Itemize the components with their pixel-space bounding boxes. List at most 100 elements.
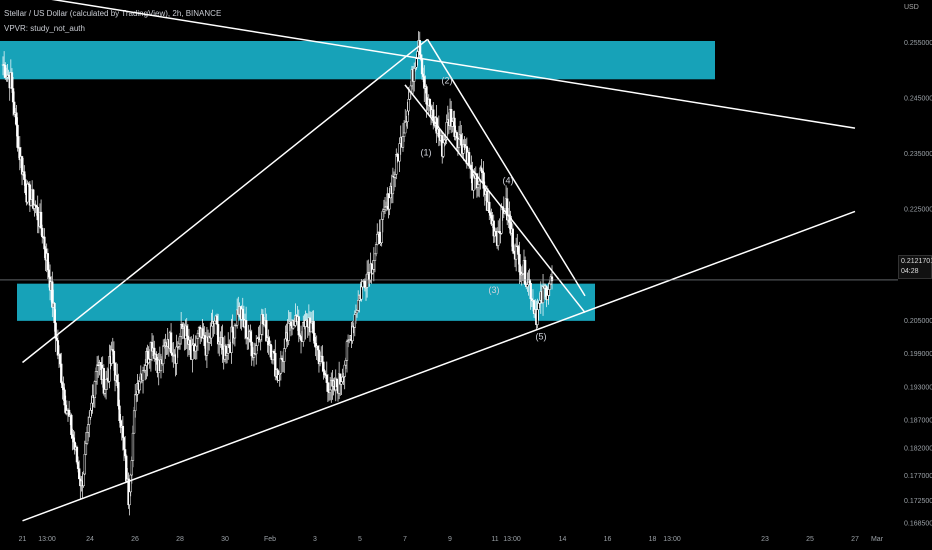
candle-body [541,286,545,303]
candle-body [432,109,435,119]
candle-body [321,355,324,363]
candle-body [413,68,416,82]
candle-body [517,246,520,255]
candle-body [4,65,7,78]
candle-body [261,314,265,325]
candle-body [476,184,480,188]
candle-body [373,253,377,261]
candle-body [215,315,219,325]
candle-body [388,197,391,210]
candle-body [26,183,29,203]
candle-body [24,179,27,194]
candle-body [323,370,326,375]
candle-body [297,316,300,336]
candle-body [129,474,132,493]
candle-body [548,283,551,290]
candle-body [494,231,498,237]
candle-body [84,443,88,455]
x-tick-label: 11 [491,536,498,543]
candle-body [488,201,491,213]
candle-body [378,231,381,245]
candle-body [62,387,65,391]
candle-body [175,346,178,364]
candle-body [117,382,120,407]
candle-body [85,432,89,444]
candle-body [75,446,79,463]
candle-body [360,286,363,300]
candle-body [398,143,401,162]
candle-body [221,337,224,350]
trendline [22,38,428,364]
indicator-label: VPVR: study_not_auth [4,24,85,33]
candle-body [177,343,181,347]
candle-body [547,289,550,296]
candle-body [250,341,253,357]
candle-body [36,207,39,221]
candle-body [47,269,51,278]
y-tick-label: 0.17700000 [904,473,932,480]
candle-body [63,389,66,406]
bar-countdown: 04:28 [901,268,919,275]
candle-body [138,381,141,391]
candle-body [518,254,521,273]
candle-body [374,244,378,255]
candle-body [10,72,14,89]
candle-body [121,425,125,438]
candle-body [169,332,173,354]
candle-body [23,171,26,180]
x-tick-label: 25 [806,536,814,543]
candle-body [312,321,315,334]
candle-body [406,110,409,123]
candle-body [526,284,529,287]
candle-body [480,167,483,172]
x-tick-label: 24 [86,536,94,543]
y-tick-label: 0.19900000 [904,351,932,358]
x-tick-label: 21 [19,536,27,543]
x-tick-label: 27 [851,536,859,543]
candle-body [354,312,358,315]
candle-body [418,40,421,55]
candle-body [58,354,62,365]
candle-body [191,344,194,360]
candle-body [407,99,410,112]
candle-body [123,449,127,457]
wave-label: (1) [421,147,432,157]
candle-body [103,389,107,394]
candle-body [329,389,332,394]
candle-body [188,339,192,351]
candle-body [11,88,15,103]
candle-body [343,364,346,377]
candle-body [396,154,399,157]
candle-body [536,309,539,325]
candle-body [442,142,445,157]
y-tick-label: 0.19300000 [904,384,932,391]
candle-body [13,101,16,115]
candle-body [70,414,73,435]
candle-body [511,228,514,252]
candle-body [279,357,283,374]
candle-body [213,320,216,324]
candle-body [284,338,287,349]
candle-body [82,473,85,487]
candle-body [162,345,165,365]
last-price-badge: 0.21217016 04:28 [898,255,932,279]
candle-body [365,273,369,288]
candle-body [78,468,81,480]
candle-body [185,325,188,337]
candle-body [83,453,86,475]
candle-body [318,361,322,365]
candle-body [90,402,93,411]
x-tick-label: 30 [221,536,229,543]
y-tick-label: 0.25500000 [904,40,932,47]
candle-body [401,136,405,148]
candle-body [391,176,395,195]
candle-body [287,323,290,341]
y-tick-label: 0.24500000 [904,96,932,103]
candle-body [425,86,428,105]
last-price-value: 0.21217016 [901,258,932,265]
candle-body [56,340,60,356]
candle-body [372,260,376,270]
candle-body [116,374,119,383]
candle-body [341,376,344,382]
